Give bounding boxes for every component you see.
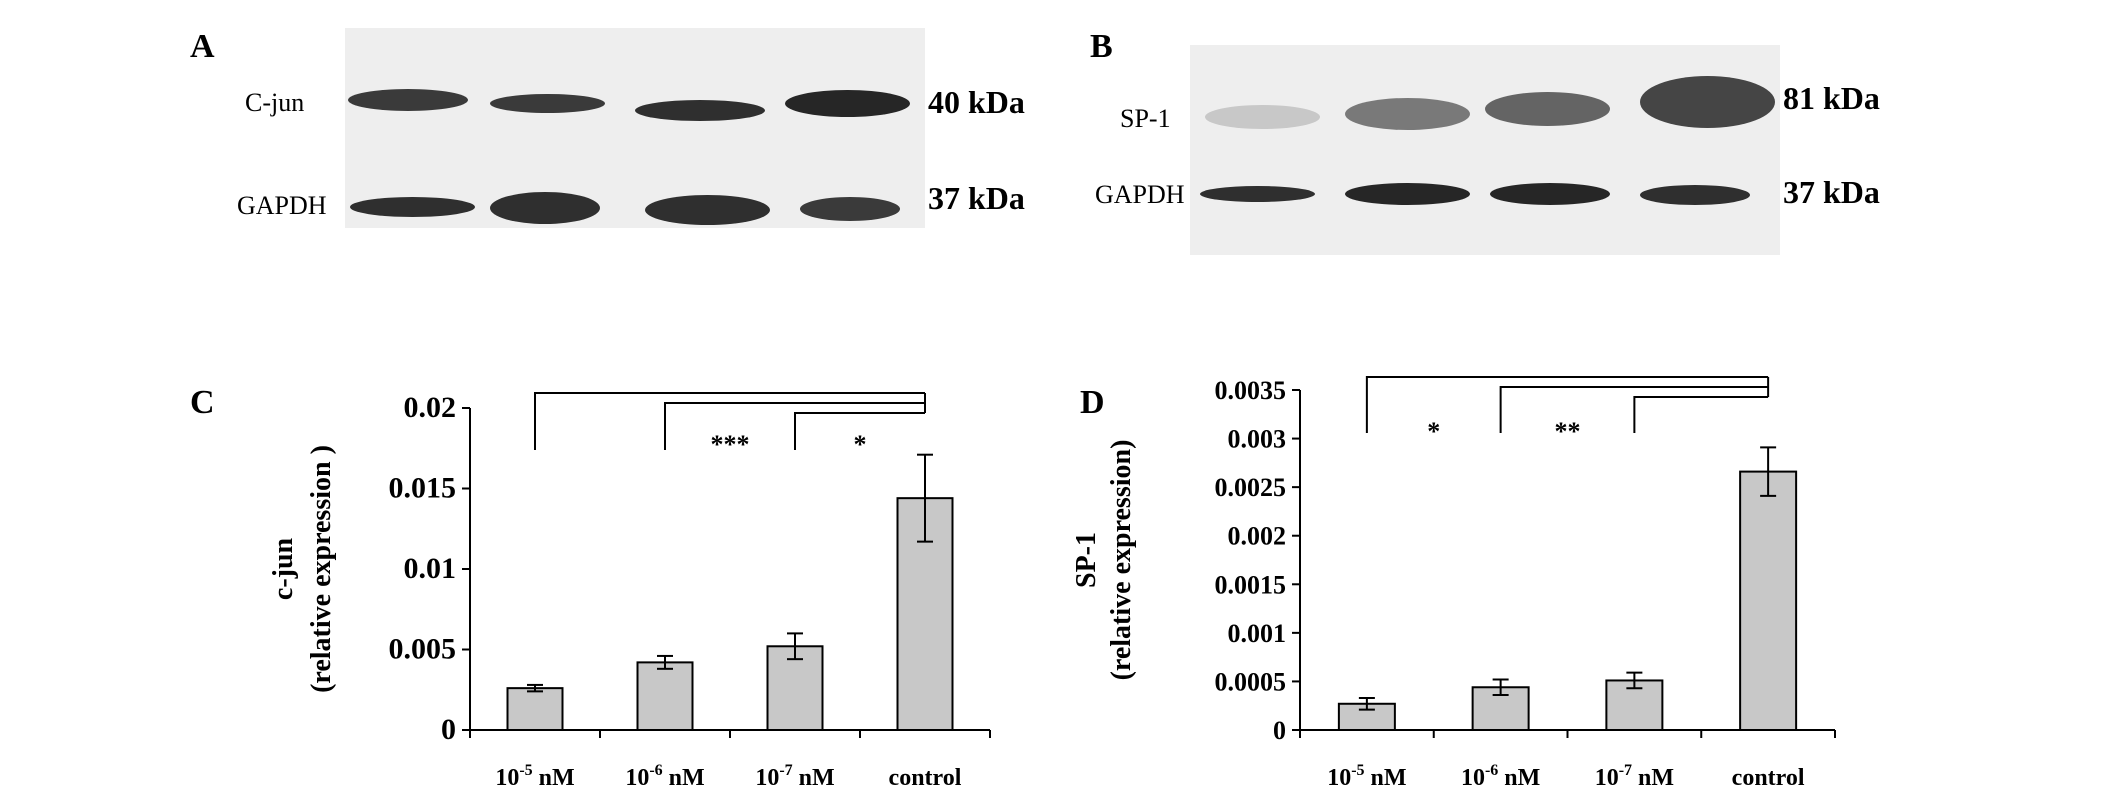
y-tick-label: 0.0035 xyxy=(1215,376,1287,405)
chart-c-cjun: 0 0.005 0.01 0.015 0.02 10-5 nM 10-6 nM 10-7 nM… xyxy=(268,391,991,791)
x-category-label: 10-6 nM xyxy=(1461,762,1540,791)
blot-b-row1-label: SP-1 xyxy=(1120,104,1171,133)
bar xyxy=(766,645,824,731)
x-category-label: 10-7 nM xyxy=(755,762,834,791)
x-category-label: 10-5 nM xyxy=(495,762,574,791)
panel-b-letter: B xyxy=(1090,28,1113,65)
bar xyxy=(1739,470,1798,731)
blot-a-background xyxy=(345,28,925,228)
significance-label: ** xyxy=(1555,417,1581,446)
y-axis-subtitle: (relative expression) xyxy=(1106,440,1137,681)
y-tick-label: 0 xyxy=(441,713,456,746)
y-tick-label: 0.015 xyxy=(389,472,457,505)
blot-a-row1-label: C-jun xyxy=(245,88,305,117)
blot-b-row2-kda: 37 kDa xyxy=(1783,174,1880,210)
y-tick-label: 0.0005 xyxy=(1215,667,1287,696)
panel-a-letter: A xyxy=(190,28,215,65)
significance-bracket xyxy=(664,402,925,450)
panel-c-letter: C xyxy=(190,384,215,421)
x-category-label: 10-5 nM xyxy=(1327,762,1406,791)
y-tick-label: 0.02 xyxy=(404,391,457,424)
y-axis-title: c-jun xyxy=(268,537,299,600)
y-axis-subtitle: (relative expression ) xyxy=(306,445,337,693)
blot-a-row2-kda: 37 kDa xyxy=(928,180,1025,216)
x-category-label: 10-6 nM xyxy=(625,762,704,791)
y-tick-label: 0.0025 xyxy=(1215,473,1287,502)
significance-label: *** xyxy=(711,430,750,459)
significance-label: * xyxy=(1427,417,1440,446)
x-category-label: 10-7 nM xyxy=(1595,762,1674,791)
significance-bracket xyxy=(534,392,925,450)
significance-label: * xyxy=(854,430,867,459)
y-tick-label: 0.005 xyxy=(389,633,457,666)
bar xyxy=(636,661,694,732)
blot-a-row1-kda: 40 kDa xyxy=(928,84,1025,120)
y-tick-label: 0.003 xyxy=(1228,425,1287,454)
significance-bracket xyxy=(1365,376,1769,433)
y-axis-title: SP-1 xyxy=(1071,532,1102,588)
blot-b-row1-kda: 81 kDa xyxy=(1783,80,1880,116)
y-tick-label: 0 xyxy=(1273,716,1286,745)
y-tick-label: 0.01 xyxy=(404,552,457,585)
y-tick-label: 0.001 xyxy=(1228,619,1287,648)
panel-d-letter: D xyxy=(1080,384,1105,421)
bar xyxy=(506,687,564,732)
blot-a-row2-label: GAPDH xyxy=(237,191,327,220)
significance-bracket xyxy=(794,412,925,450)
y-tick-label: 0.0015 xyxy=(1215,570,1287,599)
chart-d-sp1: 0 0.0005 0.001 0.0015 0.002 0.0025 0.003 0.0035… xyxy=(1071,376,1836,791)
significance-bracket xyxy=(1633,396,1769,433)
x-category-label: control xyxy=(889,765,962,791)
x-category-label: control xyxy=(1732,765,1805,791)
blot-b-row2-label: GAPDH xyxy=(1095,180,1185,209)
significance-bracket xyxy=(1499,386,1769,433)
y-tick-label: 0.002 xyxy=(1228,522,1287,551)
